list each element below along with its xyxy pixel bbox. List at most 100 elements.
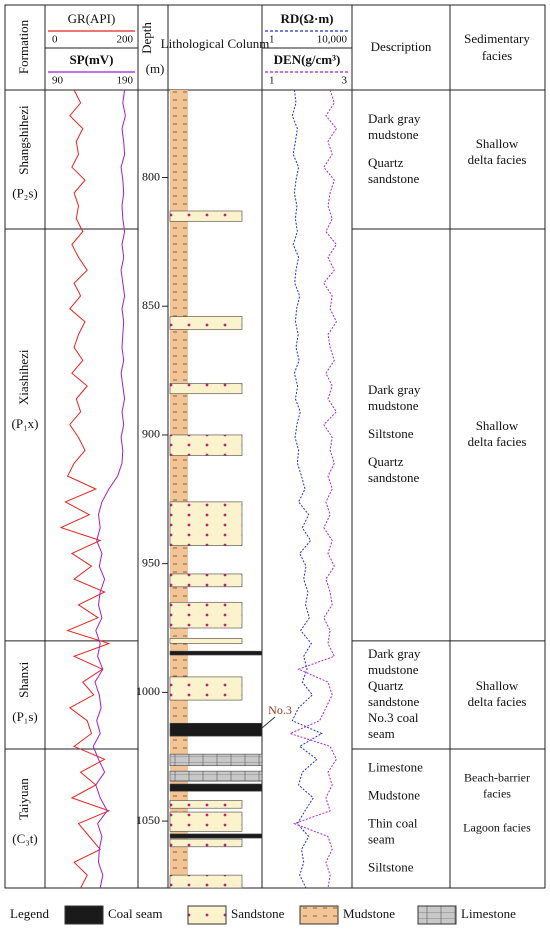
- description-line: mudstone: [368, 662, 419, 677]
- description-line: Quartz: [368, 155, 404, 170]
- facies-line: Lagoon facies: [463, 821, 531, 835]
- description-line: Limestone: [368, 759, 423, 774]
- legend-label: Sandstone: [231, 906, 285, 921]
- log-curve: [291, 89, 323, 889]
- frame: [4, 4, 546, 889]
- lithology-bed: [169, 434, 243, 456]
- annotation: No.3: [268, 703, 292, 717]
- depth-label: 900: [142, 427, 160, 441]
- formation-code: (P₂s): [12, 186, 37, 201]
- description-line: Quartz: [368, 454, 404, 469]
- legend-swatch: [187, 905, 227, 925]
- log-curve: [59, 89, 111, 889]
- facies-line: Shallow: [476, 418, 519, 433]
- lithology-bed: [169, 722, 263, 737]
- description-line: Siltstone: [368, 859, 414, 874]
- depth-label: 800: [142, 169, 160, 183]
- description-line: No.3 coal: [368, 710, 419, 725]
- facies-line: facies: [483, 787, 511, 801]
- description-line: sandstone: [368, 694, 420, 709]
- lithology-bed: [170, 90, 188, 888]
- description-line: mudstone: [368, 398, 419, 413]
- description-line: Siltstone: [368, 426, 414, 441]
- legend-swatch: [64, 905, 104, 925]
- description-line: Dark gray: [368, 646, 421, 661]
- lithology-bed: [169, 800, 243, 809]
- curve-name: RD(Ω·m): [280, 11, 333, 26]
- facies-header: facies: [482, 48, 512, 63]
- lithology-bed: [169, 501, 243, 546]
- lithology-header: Lithological Colunm: [161, 36, 270, 51]
- legend-label: Limestone: [461, 906, 516, 921]
- facies-line: delta facies: [468, 694, 527, 709]
- lithology-bed: [169, 316, 243, 330]
- description-line: seam: [368, 726, 395, 741]
- description-line: mudstone: [368, 127, 419, 142]
- depth-label: 850: [142, 298, 160, 312]
- description-line: sandstone: [368, 470, 420, 485]
- formation-code: (C₃t): [12, 831, 37, 846]
- description-line: Quartz: [368, 678, 404, 693]
- depth-unit: (m): [146, 61, 165, 76]
- formation-code: (P₁x): [12, 416, 39, 431]
- lithology-bed: [169, 811, 243, 832]
- curve-scale-label: 190: [117, 75, 134, 87]
- curve-scale-label: 200: [117, 34, 134, 46]
- description-line: Thin coal: [368, 815, 418, 830]
- legend-swatch: [299, 905, 339, 925]
- formation-name: Shangshihezi: [16, 105, 31, 175]
- facies-header: Sedimentary: [464, 31, 530, 46]
- lithology-bed: [169, 573, 243, 588]
- formation-name: Shanxi: [16, 661, 31, 698]
- lithology-bed: [169, 753, 263, 767]
- depth-label: 950: [142, 555, 160, 569]
- facies-line: delta facies: [468, 434, 527, 449]
- depth-header: Depth: [139, 22, 154, 54]
- description-line: Dark gray: [368, 111, 421, 126]
- facies-line: delta facies: [468, 152, 527, 167]
- facies-line: Shallow: [476, 136, 519, 151]
- legend-label: Coal seam: [108, 906, 163, 921]
- formation-header: Formation: [16, 19, 31, 74]
- lithology-bed: [169, 676, 243, 701]
- formation-name: Xiashihezi: [16, 349, 31, 405]
- legend-swatch: [417, 905, 457, 925]
- lithology-bed: [169, 874, 243, 889]
- curve-scale-label: 90: [52, 75, 64, 87]
- curve-scale-label: 1: [269, 75, 275, 87]
- depth-label: 1050: [136, 813, 160, 827]
- description-line: seam: [368, 831, 395, 846]
- depth-label: 1000: [136, 684, 160, 698]
- lithology-bed: [169, 383, 243, 395]
- curve-name: GR(API): [68, 11, 116, 26]
- lithology-bed: [169, 638, 243, 644]
- lithology-bed: [169, 838, 243, 848]
- log-curve: [92, 89, 126, 889]
- description-header: Description: [371, 39, 432, 54]
- facies-line: Beach-barrier: [464, 771, 530, 785]
- annotation-arrow: [261, 716, 276, 729]
- description-line: Mudstone: [368, 787, 420, 802]
- legend-label: Mudstone: [343, 906, 395, 921]
- lithology-bed: [169, 833, 263, 839]
- curve-scale-label: 10,000: [317, 34, 348, 46]
- legend-title: Legend: [10, 906, 49, 921]
- curve-scale-label: 0: [52, 34, 58, 46]
- curve-scale-label: 3: [342, 75, 348, 87]
- curve-scale-label: 1: [269, 34, 275, 46]
- formation-name: Taiyuan: [16, 778, 31, 820]
- description-line: Dark gray: [368, 382, 421, 397]
- curve-name: SP(mV): [69, 52, 113, 67]
- lithology-bed: [169, 783, 263, 792]
- log-curve: [288, 89, 338, 889]
- formation-code: (P₁s): [12, 709, 37, 724]
- lithology-bed: [169, 210, 243, 222]
- lithology-bed: [169, 650, 263, 656]
- description-line: sandstone: [368, 171, 420, 186]
- lithology-bed: [169, 601, 243, 629]
- curve-name: DEN(g/cm³): [274, 52, 341, 67]
- facies-line: Shallow: [476, 678, 519, 693]
- lithology-bed: [169, 770, 263, 782]
